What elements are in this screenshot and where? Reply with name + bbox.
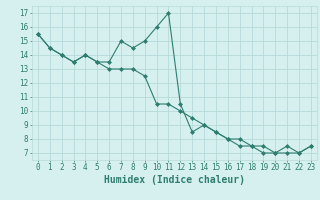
X-axis label: Humidex (Indice chaleur): Humidex (Indice chaleur): [104, 175, 245, 185]
